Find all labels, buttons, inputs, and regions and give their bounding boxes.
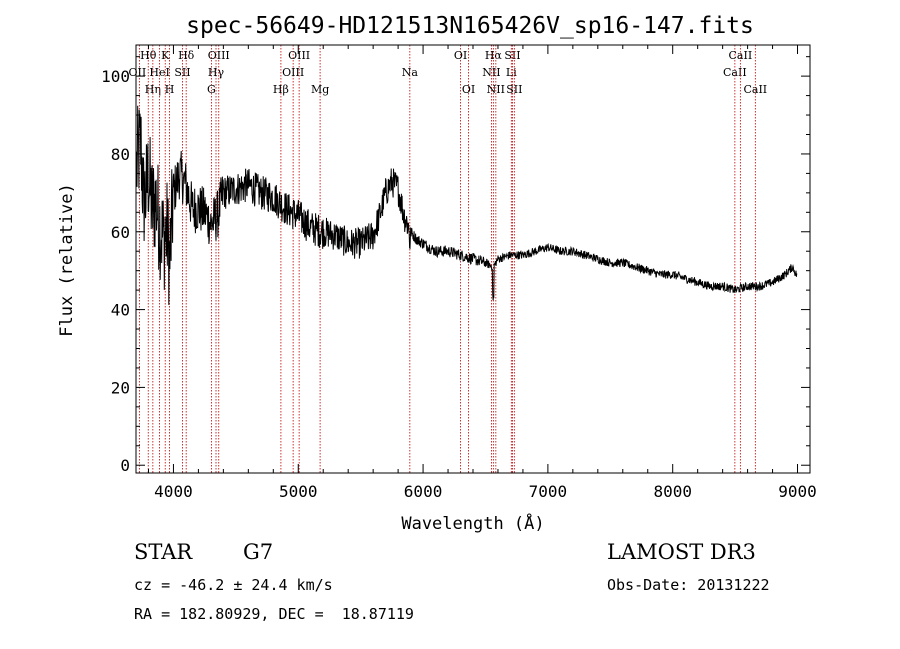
- spectral-line-label: OIII: [282, 66, 304, 79]
- spectral-line-label: SII: [504, 49, 520, 62]
- spectral-line-label: G: [207, 83, 216, 96]
- x-tick-label: 4000: [154, 482, 193, 501]
- spectral-line-label: Li: [506, 66, 517, 79]
- x-axis: 4000 5000 6000 7000 8000 9000: [147, 45, 817, 501]
- x-axis-label: Wavelength (Å): [401, 512, 544, 534]
- spectral-line-label: K: [161, 49, 170, 62]
- spectral-line-label: OI: [454, 49, 467, 62]
- spectral-line-label: OIII: [208, 49, 230, 62]
- object-class: STAR: [134, 540, 193, 564]
- redshift-readout: cz = -46.2 ± 24.4 km/s: [134, 576, 333, 594]
- spectral-line-label: Hβ: [273, 83, 289, 96]
- chart-title: spec-56649-HD121513N165426V_sp16-147.fit…: [186, 13, 754, 39]
- spectral-line-label: Hγ: [208, 66, 225, 79]
- y-axis: 0 20 40 60 80 100: [101, 56, 810, 475]
- spectral-line-label: Hθ: [140, 49, 157, 62]
- spectrum-layer: [136, 105, 798, 305]
- y-tick-label: 100: [101, 67, 130, 86]
- y-tick-label: 0: [120, 456, 130, 475]
- x-tick-label: 6000: [404, 482, 443, 501]
- observation-date: Obs-Date: 20131222: [607, 576, 770, 594]
- y-tick-label: 20: [111, 378, 130, 397]
- spectral-line-label: SII: [506, 83, 522, 96]
- spectral-line-label: SII: [174, 66, 190, 79]
- y-tick-label: 40: [111, 301, 130, 320]
- spectral-line-label: HeI: [149, 66, 169, 79]
- spectral-line-label: Na: [402, 66, 419, 79]
- spectral-line-markers: OII Hθ Hη HeI K H SII Hδ G Hγ OIII Hβ OIII OIII Mg Na OI…: [129, 45, 767, 473]
- spectral-line-label: Hη: [145, 83, 161, 96]
- x-tick-label: 5000: [279, 482, 318, 501]
- spectral-line-label: Mg: [311, 83, 329, 96]
- survey-label: LAMOST DR3: [607, 540, 756, 564]
- spectral-line-label: OII: [129, 66, 147, 79]
- x-tick-label: 7000: [529, 482, 568, 501]
- spectral-line-label: NII: [487, 83, 505, 96]
- spectrum-trace: [136, 105, 798, 305]
- spectral-line-label: CaII: [743, 83, 767, 96]
- x-tick-label: 9000: [778, 482, 817, 501]
- spectral-line-label: CaII: [723, 66, 747, 79]
- spectral-line-label: NII: [482, 66, 500, 79]
- subclass: G7: [243, 540, 274, 564]
- y-tick-label: 60: [111, 223, 130, 242]
- coordinates-readout: RA = 182.80929, DEC = 18.87119: [134, 605, 414, 623]
- spectral-line-label: Hδ: [178, 49, 195, 62]
- x-tick-label: 8000: [653, 482, 692, 501]
- spectral-line-label: CaII: [729, 49, 753, 62]
- y-axis-label: Flux (relative): [57, 183, 77, 337]
- spectral-line-label: Hα: [485, 49, 503, 62]
- spectral-line-label: OI: [462, 83, 475, 96]
- y-tick-label: 80: [111, 145, 130, 164]
- spectral-line-label: H: [165, 83, 175, 96]
- spectral-line-label: OIII: [288, 49, 310, 62]
